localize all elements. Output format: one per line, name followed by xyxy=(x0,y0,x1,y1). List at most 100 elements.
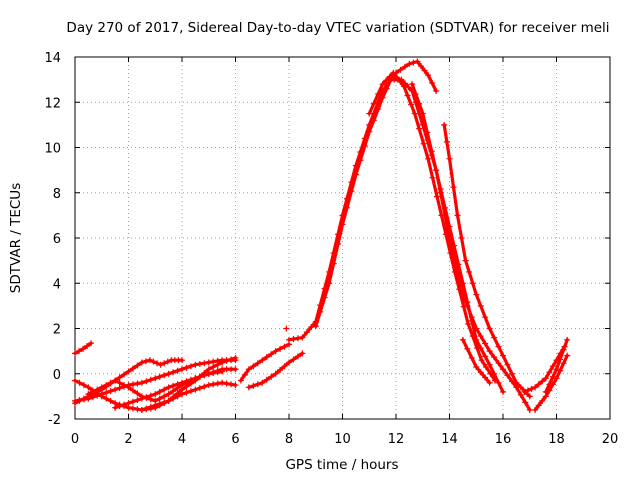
series-trace-10 xyxy=(283,325,290,332)
data-point xyxy=(473,325,480,332)
data-point xyxy=(201,372,208,379)
data-point xyxy=(152,402,159,409)
data-point xyxy=(164,358,171,365)
data-point xyxy=(564,352,571,359)
data-point xyxy=(549,363,556,370)
data-point xyxy=(549,373,556,380)
data-point xyxy=(473,291,480,298)
data-point xyxy=(134,397,141,404)
data-point xyxy=(420,140,427,147)
data-point xyxy=(500,366,506,373)
data-point xyxy=(205,359,212,366)
series-trace-15 xyxy=(441,121,533,400)
data-point xyxy=(161,372,168,379)
data-point xyxy=(103,382,110,389)
data-point xyxy=(174,393,181,400)
data-point xyxy=(397,66,404,73)
series-trace-19 xyxy=(542,336,571,395)
data-point xyxy=(557,356,564,363)
data-point xyxy=(308,323,315,330)
data-point xyxy=(542,375,549,382)
x-tick-label: 8 xyxy=(285,432,293,447)
data-point xyxy=(486,348,493,355)
data-point xyxy=(112,377,119,384)
data-point xyxy=(154,360,161,367)
data-point xyxy=(411,110,418,117)
data-point xyxy=(408,101,415,108)
data-point xyxy=(339,221,346,228)
data-point xyxy=(546,369,553,376)
data-point xyxy=(375,90,382,97)
data-point xyxy=(76,348,83,355)
data-point xyxy=(455,272,462,279)
data-point xyxy=(98,384,105,391)
data-point xyxy=(286,336,292,343)
data-point xyxy=(138,406,145,413)
data-point xyxy=(129,381,136,388)
data-point xyxy=(116,385,123,392)
data-point xyxy=(232,357,239,364)
data-point xyxy=(517,391,524,398)
data-point xyxy=(232,382,239,389)
data-point xyxy=(500,388,506,395)
data-point xyxy=(299,350,306,357)
data-point xyxy=(143,405,150,412)
data-point xyxy=(89,394,96,401)
data-point xyxy=(94,392,101,399)
data-point xyxy=(156,388,163,395)
data-point xyxy=(535,402,542,409)
data-point xyxy=(361,142,368,149)
data-point xyxy=(401,83,408,90)
data-point xyxy=(528,385,535,392)
data-point xyxy=(466,268,473,275)
data-point xyxy=(161,393,168,400)
data-point xyxy=(165,397,172,404)
tick-labels: 0 2 4 6 8 10 12 14 16 18 20 -2 0 2 4 6 8 10 12 14 xyxy=(44,51,618,447)
data-point xyxy=(89,388,96,395)
data-point xyxy=(196,373,203,380)
data-point xyxy=(179,366,185,373)
data-point xyxy=(486,325,493,332)
data-point xyxy=(192,361,199,368)
chart-title: Day 270 of 2017, Sidereal Day-to-day VTE… xyxy=(66,20,609,36)
data-point xyxy=(165,384,172,391)
data-point xyxy=(72,377,78,384)
data-point xyxy=(539,397,546,404)
data-point xyxy=(156,400,163,407)
data-point xyxy=(116,374,123,381)
data-series xyxy=(72,58,571,413)
data-point xyxy=(98,391,105,398)
data-point xyxy=(546,381,553,388)
x-tick-label: 2 xyxy=(124,432,132,447)
data-point xyxy=(409,81,416,88)
data-point xyxy=(460,303,467,310)
data-point xyxy=(352,171,359,178)
data-point xyxy=(459,291,466,298)
data-point xyxy=(161,399,168,406)
data-point xyxy=(142,358,149,365)
data-point xyxy=(272,370,279,377)
data-point xyxy=(383,85,390,92)
data-point xyxy=(366,110,373,117)
data-point xyxy=(219,368,226,375)
data-point xyxy=(522,399,529,406)
y-tick-label: 8 xyxy=(53,187,61,202)
data-point xyxy=(116,379,123,386)
series-line xyxy=(410,82,532,412)
y-tick-label: 2 xyxy=(53,323,61,338)
data-point xyxy=(421,67,428,74)
data-point xyxy=(495,343,502,350)
data-point xyxy=(303,329,310,336)
series-trace-7 xyxy=(138,379,239,413)
data-point xyxy=(464,302,471,309)
data-point xyxy=(152,375,159,382)
data-point xyxy=(508,370,515,377)
x-tick-label: 0 xyxy=(71,432,79,447)
data-point xyxy=(425,155,432,162)
data-point xyxy=(450,184,457,191)
series-line xyxy=(247,351,304,389)
data-point xyxy=(486,379,493,386)
data-point xyxy=(317,308,324,315)
data-point xyxy=(412,90,419,97)
x-tick-label: 18 xyxy=(548,432,565,447)
